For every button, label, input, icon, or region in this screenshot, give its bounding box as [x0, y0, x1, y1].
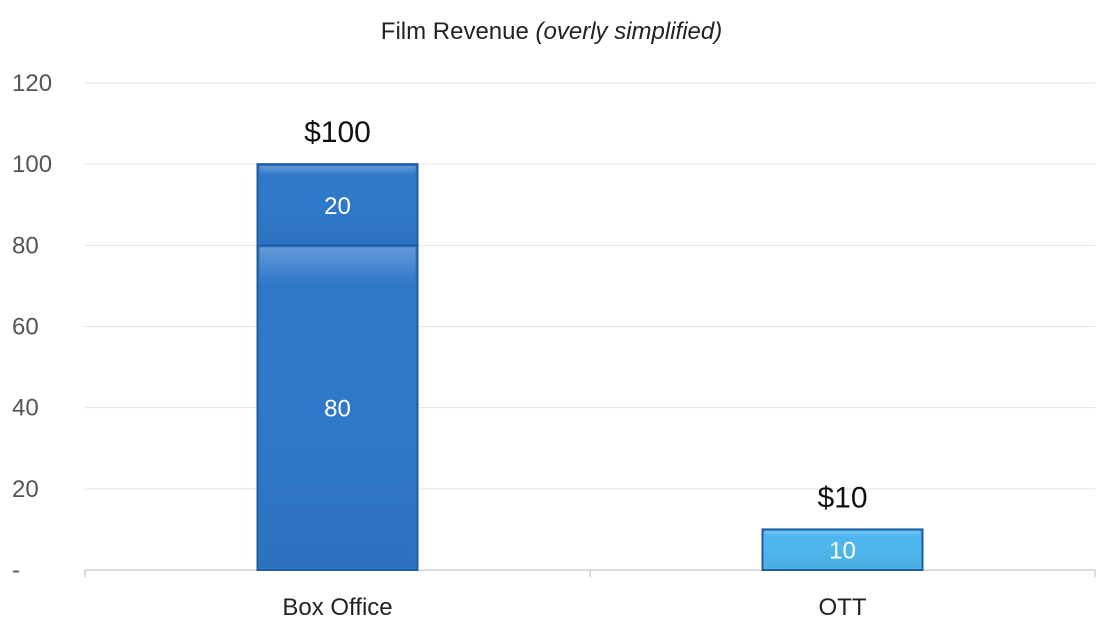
chart-subtitle: (overly simplified): [535, 18, 723, 45]
x-category-label: OTT: [819, 594, 867, 621]
y-tick-label: -: [12, 557, 20, 584]
bar-segment-shine: [259, 247, 416, 569]
bar-total-label: $10: [817, 481, 867, 514]
chart-title-block: Film Revenue (overly simplified): [0, 18, 1103, 46]
segment-data-label: 10: [829, 538, 856, 565]
y-tick-label: 80: [12, 232, 39, 259]
y-tick-label: 60: [12, 314, 39, 341]
x-category-label: Box Office: [282, 594, 392, 621]
bar-segment-shine: [259, 166, 416, 244]
segment-data-label: 80: [324, 396, 351, 423]
y-tick-label: 120: [12, 70, 52, 97]
y-tick-label: 20: [12, 476, 39, 503]
bar-total-label: $100: [304, 116, 371, 149]
axes: - 20 40 60 80 100 120: [12, 70, 1096, 584]
data-labels: 80 20 $100 Box Office 10 $10 OTT: [282, 116, 867, 621]
segment-data-label: 20: [324, 193, 351, 220]
gridlines: [85, 82, 1095, 490]
chart-title: Film Revenue: [380, 18, 529, 45]
bar-segment-shine: [764, 531, 921, 568]
y-tick-label: 40: [12, 395, 39, 422]
y-tick-label: 100: [12, 151, 52, 178]
bars: [256, 163, 924, 572]
